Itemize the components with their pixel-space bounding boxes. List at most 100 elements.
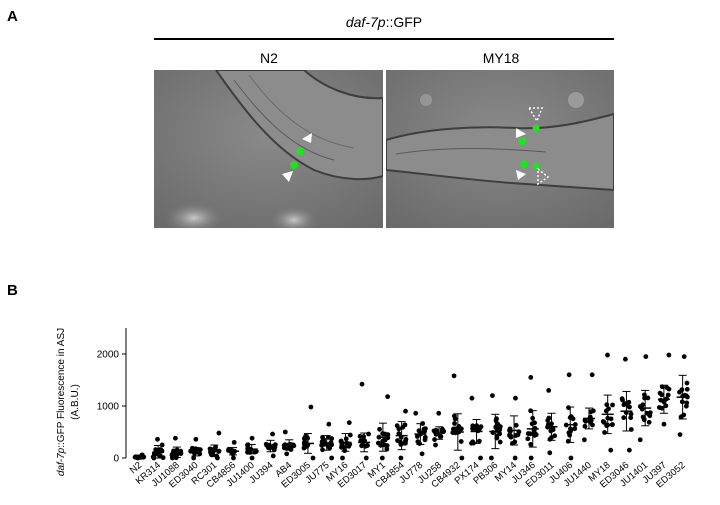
data-point bbox=[665, 392, 671, 398]
arrowhead-icon bbox=[516, 170, 526, 180]
data-point bbox=[413, 410, 419, 416]
data-point bbox=[433, 442, 438, 448]
data-point bbox=[684, 400, 690, 406]
data-point bbox=[342, 448, 348, 454]
data-point bbox=[270, 453, 276, 459]
data-point bbox=[663, 403, 669, 409]
data-point bbox=[656, 405, 662, 410]
svg-text:daf-7p::GFP Fluorescence in AS: daf-7p::GFP Fluorescence in ASJ bbox=[56, 328, 67, 476]
data-point bbox=[400, 424, 406, 430]
data-point bbox=[321, 437, 327, 443]
data-point bbox=[681, 412, 687, 418]
data-point bbox=[488, 455, 494, 461]
data-point bbox=[458, 426, 464, 432]
data-point bbox=[458, 439, 464, 444]
data-point bbox=[640, 402, 646, 408]
data-point bbox=[377, 426, 382, 432]
data-point bbox=[284, 451, 290, 457]
title-rule bbox=[154, 38, 614, 40]
data-point bbox=[379, 455, 385, 461]
gfp-neuron bbox=[520, 160, 528, 168]
data-point bbox=[249, 435, 255, 441]
data-point bbox=[528, 375, 534, 380]
data-point bbox=[197, 451, 203, 457]
data-point bbox=[231, 455, 236, 461]
data-point bbox=[191, 455, 197, 461]
data-point bbox=[303, 433, 309, 439]
data-point bbox=[684, 380, 690, 386]
data-point bbox=[666, 352, 672, 358]
data-point bbox=[384, 446, 390, 452]
data-point bbox=[568, 455, 574, 461]
data-point bbox=[469, 440, 474, 446]
data-point bbox=[647, 413, 653, 419]
data-point bbox=[546, 388, 552, 393]
arrowhead-icon bbox=[516, 128, 526, 138]
data-point bbox=[605, 352, 610, 358]
data-point bbox=[508, 434, 514, 440]
gfp-neuron bbox=[296, 147, 304, 155]
data-point bbox=[270, 431, 275, 437]
data-point bbox=[361, 434, 366, 439]
panel-a-label: A bbox=[7, 8, 18, 25]
data-point bbox=[357, 433, 363, 439]
dashed-arrowhead-icon bbox=[537, 167, 550, 186]
data-point bbox=[436, 410, 442, 416]
data-point bbox=[528, 455, 534, 461]
data-point bbox=[385, 394, 391, 400]
data-point bbox=[452, 421, 457, 426]
data-point bbox=[622, 356, 628, 362]
data-point bbox=[600, 419, 606, 424]
panel-b-label: B bbox=[7, 282, 18, 299]
data-point bbox=[610, 402, 615, 408]
data-point bbox=[159, 442, 165, 448]
gfp-neuron bbox=[532, 162, 540, 170]
data-point bbox=[417, 441, 423, 446]
data-point bbox=[547, 450, 553, 456]
data-point bbox=[587, 419, 593, 425]
data-point bbox=[375, 440, 381, 446]
y-axis-title: daf-7p::GFP Fluorescence in ASJ bbox=[56, 328, 67, 476]
data-point bbox=[366, 431, 371, 437]
data-point bbox=[249, 455, 255, 461]
y-axis-title-rest: ::GFP Fluorescence in ASJ bbox=[56, 328, 67, 448]
data-point bbox=[626, 447, 632, 453]
data-point bbox=[493, 418, 499, 423]
data-point bbox=[628, 411, 634, 417]
gfp-neuron bbox=[290, 161, 298, 169]
data-point bbox=[582, 418, 588, 423]
data-point bbox=[282, 429, 288, 435]
data-point bbox=[403, 408, 408, 414]
data-point bbox=[602, 430, 607, 435]
axes: 010002000N2KR314JU1088ED3040RC301CB4856J… bbox=[97, 328, 688, 490]
data-point bbox=[396, 431, 402, 436]
panel-a-title: daf-7p::GFP bbox=[154, 14, 614, 30]
left-strain-label: N2 bbox=[260, 50, 278, 66]
data-point bbox=[512, 455, 518, 461]
micrograph-my18 bbox=[386, 70, 614, 228]
data-point bbox=[628, 415, 634, 421]
data-point bbox=[403, 438, 408, 444]
data-point bbox=[621, 415, 627, 421]
data-point bbox=[497, 439, 503, 445]
data-point bbox=[329, 455, 335, 461]
data-point bbox=[493, 424, 499, 430]
data-point bbox=[604, 402, 610, 408]
data-point bbox=[396, 426, 402, 432]
data-point bbox=[681, 354, 687, 359]
data-point bbox=[359, 443, 365, 449]
micrograph-my18-drawing bbox=[386, 70, 614, 228]
data-point bbox=[475, 426, 481, 432]
data-point bbox=[646, 419, 652, 425]
data-point bbox=[589, 372, 595, 378]
data-point bbox=[153, 447, 159, 453]
gfp-neuron bbox=[532, 124, 540, 132]
data-point bbox=[155, 436, 160, 442]
data-point bbox=[343, 436, 349, 442]
data-point bbox=[476, 438, 482, 444]
gfp-neuron bbox=[518, 137, 526, 145]
y-tick-label: 0 bbox=[113, 454, 119, 465]
data-point bbox=[438, 434, 444, 439]
data-point bbox=[326, 421, 332, 427]
